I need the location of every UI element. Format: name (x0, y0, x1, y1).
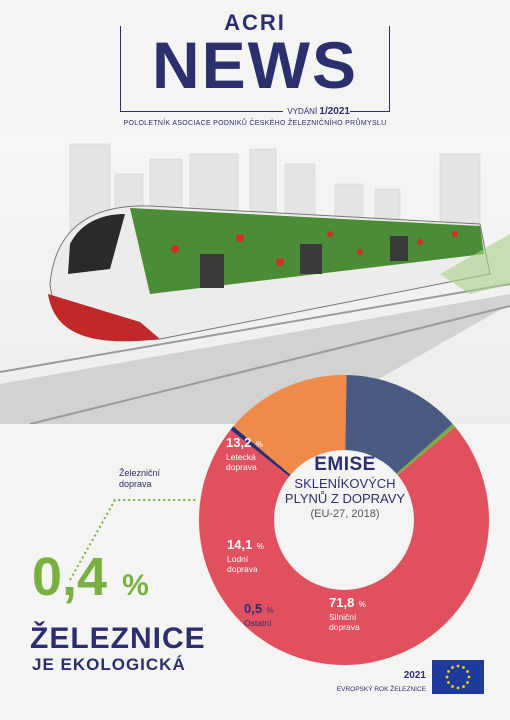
value-lodni: 14,1 (227, 537, 253, 552)
value-letecka: 13,2 (226, 435, 252, 450)
eu-star-icon (447, 681, 450, 684)
eu-star-icon (456, 664, 460, 668)
unit-lodni: % (256, 542, 264, 551)
eu-star-icon (466, 670, 469, 673)
unit-ostatni: % (266, 606, 274, 615)
emissions-chart (196, 360, 496, 680)
chart-subtitle-1: SKLENÍKOVÝCH (294, 476, 396, 491)
label-letecka: 13,2 % Letecká doprava (226, 434, 263, 472)
unit-silnicni: % (358, 600, 366, 609)
masthead-subtitle: POLOLETNÍK ASOCIACE PODNIKŮ ČESKÉHO ŽELE… (123, 120, 387, 127)
issue-label: VYDÁNÍ (287, 107, 318, 116)
chart-center-title: EMISE SKLENÍKOVÝCH PLYNŮ Z DOPRAVY (EU-2… (268, 454, 422, 520)
label-ostatni: 0,5 % Ostatní (244, 600, 274, 628)
label-lodni: 14,1 % Lodní doprava (227, 536, 264, 574)
footer-caption: EVROPSKÝ ROK ŽELEZNICE (336, 686, 426, 693)
issue-info: VYDÁNÍ 1/2021 (150, 106, 350, 117)
name-lodni: Lodní doprava (227, 554, 258, 574)
name-letecka: Letecká doprava (226, 452, 257, 472)
value-silnicni: 71,8 (329, 595, 355, 610)
masthead-frame (120, 26, 390, 112)
eu-star-icon (447, 670, 450, 673)
name-ostatni: Ostatní (244, 618, 272, 628)
headline-unit: % (122, 569, 149, 602)
grass-trail (440, 234, 510, 294)
name-silnicni: Silniční doprava (329, 612, 360, 632)
eu-star-icon (462, 666, 465, 669)
eu-star-icon (467, 675, 471, 679)
eu-star-icon (445, 675, 449, 679)
chart-note: (EU-27, 2018) (310, 508, 380, 520)
chart-title: EMISE (314, 454, 376, 475)
brand-acri: ACRI (0, 10, 510, 36)
unit-letecka: % (255, 440, 263, 449)
label-silnicni: 71,8 % Silniční doprava (329, 594, 366, 632)
eu-stars (445, 664, 471, 690)
headline-line1: ŽELEZNICE (30, 622, 206, 655)
cover-illustration (0, 134, 510, 424)
eu-flag-icon (432, 660, 484, 694)
donut-hole (274, 450, 414, 590)
donut-svg (199, 375, 489, 665)
eu-star-icon (462, 685, 465, 688)
chart-subtitle-2: PLYNŮ Z DOPRAVY (284, 491, 406, 506)
eu-star-icon (466, 681, 469, 684)
train-scene-svg (0, 143, 510, 424)
value-ostatni: 0,5 (244, 601, 263, 616)
label-zeleznicni: Železniční doprava (119, 468, 161, 489)
eu-star-icon (451, 685, 454, 688)
issue-number: 1/2021 (319, 106, 350, 117)
rail-track (0, 283, 510, 424)
headline-value: 0,4 % (32, 547, 149, 607)
eu-star-icon (456, 686, 460, 690)
headline-line2: JE EKOLOGICKÁ (32, 655, 186, 674)
eu-star-icon (451, 666, 454, 669)
footer-year: 2021 (403, 670, 426, 681)
magazine-title: NEWS (152, 28, 358, 102)
